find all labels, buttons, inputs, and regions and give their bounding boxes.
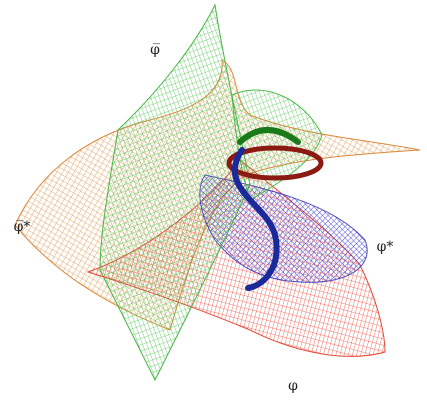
blue-curve bbox=[231, 147, 280, 291]
label-phi-bar-star: φ̅* bbox=[14, 219, 31, 235]
green-sheet bbox=[231, 89, 323, 201]
label-phi-star: φ* bbox=[377, 239, 394, 255]
green-curve bbox=[237, 127, 301, 145]
red-loop bbox=[226, 145, 324, 181]
label-phi: φ bbox=[288, 378, 298, 394]
green-plane bbox=[99, 3, 251, 382]
label-phi-bar: φ̅ bbox=[150, 42, 160, 58]
